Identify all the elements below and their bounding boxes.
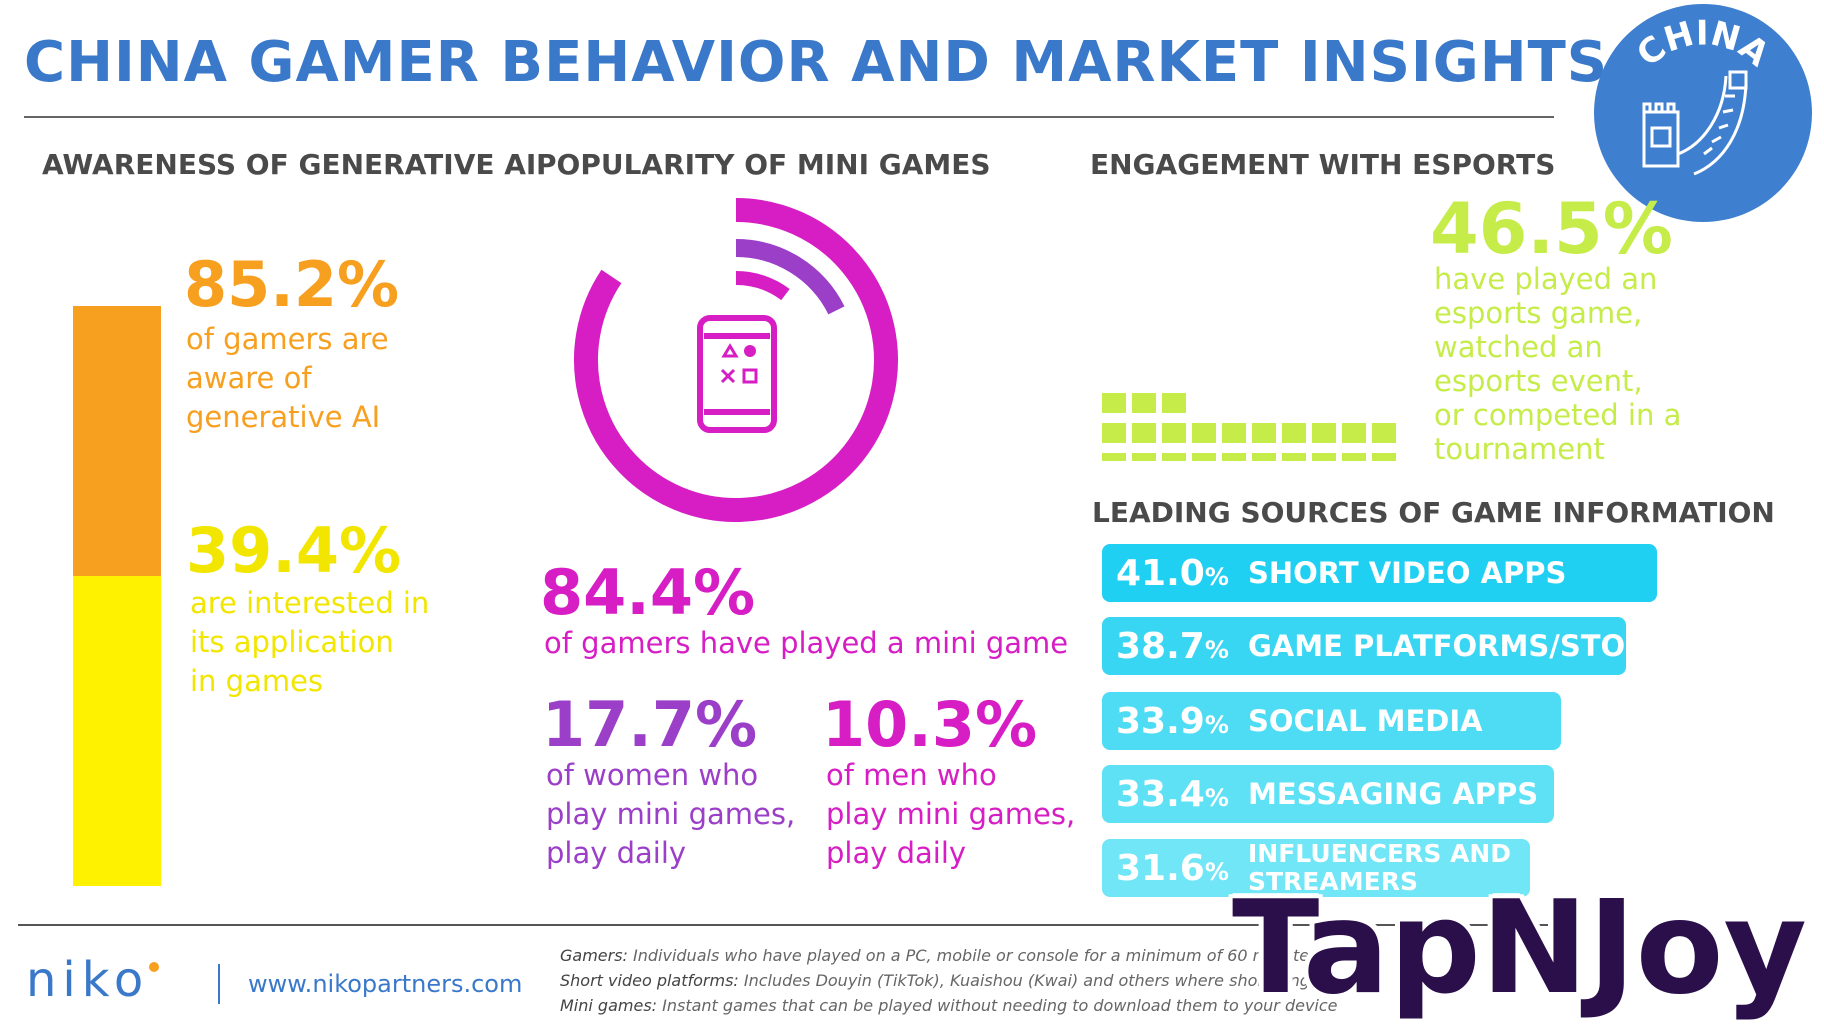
waffle-cell bbox=[1282, 423, 1306, 443]
source-percent: 33.9% bbox=[1116, 700, 1229, 742]
source-bar: 41.0% SHORT VIDEO APPS bbox=[1102, 544, 1657, 602]
waffle-cell bbox=[1342, 453, 1366, 461]
footnote-gamers: Gamers: Individuals who have played on a… bbox=[560, 946, 1343, 965]
ai-interested-line: are interested in bbox=[190, 586, 430, 620]
tapnjoy-watermark: TapNJoy bbox=[1232, 874, 1807, 1023]
mini-games-section-heading: POPULARITY OF MINI GAMES bbox=[536, 148, 991, 181]
mini-played-description: of gamers have played a mini game bbox=[544, 626, 1069, 660]
source-label: MESSAGING APPS bbox=[1248, 777, 1539, 811]
ai-interested-value: 39.4% bbox=[186, 514, 402, 587]
source-percent: 41.0% bbox=[1116, 552, 1229, 594]
men-value: 10.3% bbox=[822, 688, 1038, 761]
badge-text: CHINA bbox=[1629, 14, 1776, 76]
waffle-cell bbox=[1102, 423, 1126, 443]
men-line: of men who bbox=[826, 758, 997, 792]
women-line: play mini games, bbox=[546, 797, 796, 831]
esports-line: esports event, bbox=[1434, 364, 1643, 398]
website-link[interactable]: www.nikopartners.com bbox=[248, 970, 523, 998]
waffle-cell bbox=[1192, 453, 1216, 461]
women-line: of women who bbox=[546, 758, 759, 792]
ai-aware-line: generative AI bbox=[186, 400, 381, 434]
waffle-cell bbox=[1222, 423, 1246, 443]
waffle-cell bbox=[1132, 393, 1156, 413]
men-description: of men who play mini games, play daily bbox=[826, 756, 1075, 873]
ai-aware-bar bbox=[73, 306, 161, 576]
logo-dot-icon bbox=[149, 962, 160, 972]
ring-men bbox=[735, 271, 790, 301]
esports-section-heading: ENGAGEMENT WITH ESPORTS bbox=[1090, 148, 1556, 181]
waffle-cell bbox=[1162, 453, 1186, 461]
waffle-cell bbox=[1372, 453, 1396, 461]
footnote-mini-games: Mini games: Instant games that can be pl… bbox=[560, 996, 1338, 1015]
waffle-cell bbox=[1252, 453, 1276, 461]
ai-interested-line: in games bbox=[190, 664, 324, 698]
source-bar: 33.4% MESSAGING APPS bbox=[1102, 765, 1554, 823]
waffle-cell bbox=[1162, 423, 1186, 443]
waffle-cell bbox=[1312, 423, 1336, 443]
waffle-cell bbox=[1342, 423, 1366, 443]
esports-waffle-chart bbox=[1102, 393, 1396, 461]
mobile-game-icon bbox=[697, 315, 777, 433]
esports-line: watched an bbox=[1434, 330, 1603, 364]
ai-aware-line: aware of bbox=[186, 361, 312, 395]
women-description: of women who play mini games, play daily bbox=[546, 756, 795, 873]
ai-aware-value: 85.2% bbox=[184, 248, 400, 321]
mini-games-ring-chart bbox=[574, 198, 898, 522]
men-line: play mini games, bbox=[826, 797, 1076, 831]
ring-women bbox=[735, 239, 845, 315]
waffle-cell bbox=[1132, 423, 1156, 443]
source-label: GAME PLATFORMS/STORES bbox=[1248, 629, 1626, 663]
ring-played bbox=[574, 198, 898, 522]
source-percent: 38.7% bbox=[1116, 625, 1229, 667]
china-badge: CHINA bbox=[1594, 4, 1812, 222]
source-bar: 31.6% INFLUENCERS AND STREAMERS bbox=[1102, 839, 1530, 897]
waffle-cell bbox=[1132, 453, 1156, 461]
waffle-cell bbox=[1312, 453, 1336, 461]
ai-aware-line: of gamers are bbox=[186, 322, 389, 356]
esports-line: tournament bbox=[1434, 432, 1605, 466]
women-value: 17.7% bbox=[542, 688, 758, 761]
svg-text:CHINA: CHINA bbox=[1629, 14, 1776, 76]
waffle-cell bbox=[1192, 423, 1216, 443]
source-percent: 33.4% bbox=[1116, 773, 1229, 815]
waffle-cell bbox=[1282, 453, 1306, 461]
ai-section-heading: AWARENESS OF GENERATIVE AI bbox=[42, 148, 537, 181]
source-label: SOCIAL MEDIA bbox=[1248, 704, 1483, 738]
women-line: play daily bbox=[546, 836, 687, 870]
men-line: play daily bbox=[826, 836, 967, 870]
esports-line: have played an bbox=[1434, 262, 1658, 296]
esports-line: esports game, bbox=[1434, 296, 1643, 330]
mini-played-value: 84.4% bbox=[540, 556, 756, 629]
waffle-cell bbox=[1252, 423, 1276, 443]
great-wall-icon: CHINA bbox=[1629, 14, 1777, 176]
source-bar: 38.7% GAME PLATFORMS/STORES bbox=[1102, 617, 1626, 675]
waffle-cell bbox=[1102, 453, 1126, 461]
title-divider bbox=[24, 116, 1554, 118]
source-bar: 33.9% SOCIAL MEDIA bbox=[1102, 692, 1561, 750]
waffle-cell bbox=[1222, 453, 1246, 461]
page-title: CHINA GAMER BEHAVIOR AND MARKET INSIGHTS bbox=[24, 30, 1609, 95]
esports-line: or competed in a bbox=[1434, 398, 1682, 432]
sources-section-heading: LEADING SOURCES OF GAME INFORMATION bbox=[1092, 496, 1775, 529]
niko-logo: NIKO bbox=[26, 952, 160, 1008]
ai-interested-description: are interested in its application in gam… bbox=[190, 584, 429, 701]
footer-separator bbox=[218, 964, 220, 1004]
ai-aware-description: of gamers are aware of generative AI bbox=[186, 320, 389, 437]
source-percent: 31.6% bbox=[1116, 847, 1229, 889]
esports-description: have played an esports game, watched an … bbox=[1434, 262, 1681, 466]
ai-interested-line: its application bbox=[190, 625, 394, 659]
waffle-cell bbox=[1372, 423, 1396, 443]
source-label: SHORT VIDEO APPS bbox=[1248, 556, 1567, 590]
footer-divider bbox=[18, 924, 1548, 926]
waffle-cell bbox=[1162, 393, 1186, 413]
esports-value: 46.5% bbox=[1430, 188, 1673, 270]
ai-interested-bar bbox=[73, 576, 161, 886]
footnote-short-video: Short video platforms: Includes Douyin (… bbox=[560, 971, 1327, 990]
waffle-cell bbox=[1102, 393, 1126, 413]
source-label: INFLUENCERS AND STREAMERS bbox=[1248, 839, 1512, 896]
